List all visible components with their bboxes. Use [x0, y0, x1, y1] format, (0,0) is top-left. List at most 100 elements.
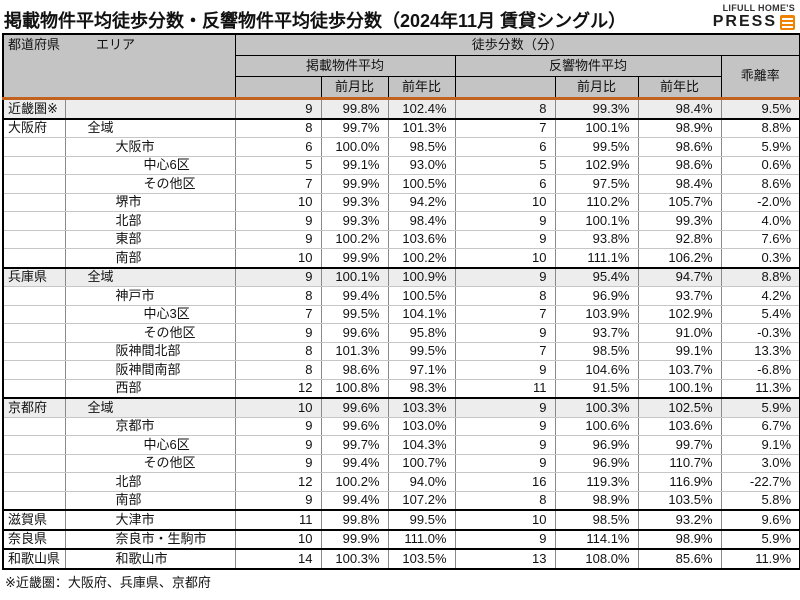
gap-rate-cell: 8.8% — [720, 117, 800, 138]
response-avg-value-cell: 9 — [454, 230, 556, 249]
gap-rate-cell: 8.6% — [720, 174, 800, 194]
listed-avg-value-cell: 8 — [234, 286, 322, 306]
response-mom-cell: 100.6% — [554, 417, 639, 436]
response-avg-value-cell: 9 — [454, 454, 556, 473]
area-cell: 南部 — [64, 248, 236, 268]
response-yoy-cell: 116.9% — [637, 472, 722, 492]
pref-cell — [2, 305, 66, 324]
response-mom-cell: 99.3% — [554, 98, 639, 119]
response-yoy-cell: 106.2% — [637, 248, 722, 268]
response-mom-cell: 100.3% — [554, 397, 639, 418]
pref-cell: 近畿圏※ — [2, 98, 66, 119]
response-yoy-cell: 110.7% — [637, 454, 722, 473]
response-mom-cell: 102.9% — [554, 156, 639, 175]
table-row: 神戸市 8 99.4% 100.5% 8 96.9% 93.7% 4.2% — [2, 286, 800, 306]
gap-rate-cell: 11.9% — [720, 548, 800, 569]
listed-yoy-cell: 99.5% — [387, 342, 456, 361]
listed-mom-cell: 101.3% — [320, 342, 389, 361]
area-cell: 東部 — [64, 230, 236, 249]
walk-minutes-table: 都道府県 エリア 徒歩分数（分） 掲載物件平均 反響物件平均 乖離率 前月比 前年… — [2, 33, 800, 570]
area-cell: 阪神間北部 — [64, 342, 236, 361]
response-yoy-cell: 92.8% — [637, 230, 722, 249]
pref-cell — [2, 193, 66, 212]
response-yoy-cell: 98.4% — [637, 174, 722, 194]
table-row: 南部 10 99.9% 100.2% 10 111.1% 106.2% 0.3% — [2, 248, 800, 268]
listed-yoy-cell: 102.4% — [387, 98, 456, 119]
response-avg-value-cell: 9 — [454, 528, 556, 550]
response-mom-cell: 100.1% — [554, 117, 639, 138]
gap-rate-cell: 0.3% — [720, 248, 800, 268]
listed-mom-cell: 99.3% — [320, 193, 389, 212]
gap-rate-cell: -0.3% — [720, 323, 800, 343]
response-avg-value-cell: 6 — [454, 137, 556, 157]
response-mom-cell: 91.5% — [554, 379, 639, 399]
area-cell: 中心6区 — [64, 435, 236, 455]
gap-rate-cell: 11.3% — [720, 379, 800, 399]
listed-yoy-cell: 104.3% — [387, 435, 456, 455]
listed-yoy-cell: 100.9% — [387, 266, 456, 287]
gap-rate-cell: 8.8% — [720, 266, 800, 287]
response-yoy-cell: 98.4% — [637, 98, 722, 119]
response-avg-value-cell: 10 — [454, 193, 556, 212]
area-cell: 全域 — [64, 266, 236, 287]
pref-cell — [2, 379, 66, 399]
header-area-label: エリア — [96, 37, 136, 52]
listed-avg-value-cell: 9 — [234, 323, 322, 343]
gap-rate-cell: 9.5% — [720, 98, 800, 119]
listed-mom-cell: 99.9% — [320, 528, 389, 550]
table-body: 近畿圏※ 9 99.8% 102.4% 8 99.3% 98.4% 9.5% 大… — [2, 98, 800, 569]
listed-mom-cell: 98.6% — [320, 360, 389, 380]
response-mom-cell: 93.7% — [554, 323, 639, 343]
listed-mom-cell: 99.1% — [320, 156, 389, 175]
listed-mom-cell: 100.2% — [320, 472, 389, 492]
area-cell: その他区 — [64, 174, 236, 194]
table-row: 堺市 10 99.3% 94.2% 10 110.2% 105.7% -2.0% — [2, 193, 800, 212]
response-avg-value-cell: 6 — [454, 174, 556, 194]
response-avg-value-cell: 9 — [454, 211, 556, 231]
response-avg-value-cell: 9 — [454, 266, 556, 287]
listed-mom-cell: 100.2% — [320, 230, 389, 249]
gap-rate-cell: 5.9% — [720, 528, 800, 550]
table-row: 南部 9 99.4% 107.2% 8 98.9% 103.5% 5.8% — [2, 491, 800, 511]
response-yoy-cell: 93.7% — [637, 286, 722, 306]
listed-avg-value-cell: 9 — [234, 266, 322, 287]
response-mom-cell: 100.1% — [554, 211, 639, 231]
response-yoy-cell: 105.7% — [637, 193, 722, 212]
listed-mom-cell: 99.8% — [320, 98, 389, 119]
response-avg-value-cell: 8 — [454, 98, 556, 119]
listed-avg-value-cell: 7 — [234, 174, 322, 194]
gap-rate-cell: 5.9% — [720, 137, 800, 157]
listed-yoy-cell: 101.3% — [387, 117, 456, 138]
pref-cell — [2, 323, 66, 343]
response-yoy-cell: 99.3% — [637, 211, 722, 231]
gap-rate-cell: 13.3% — [720, 342, 800, 361]
response-yoy-cell: 93.2% — [637, 509, 722, 530]
listed-yoy-cell: 94.2% — [387, 193, 456, 212]
header-listed-yoy: 前年比 — [387, 76, 456, 100]
area-cell: 中心3区 — [64, 305, 236, 324]
header-response-mom: 前月比 — [554, 76, 639, 100]
table-row: その他区 9 99.6% 95.8% 9 93.7% 91.0% -0.3% — [2, 323, 800, 343]
response-mom-cell: 103.9% — [554, 305, 639, 324]
page-title: 掲載物件平均徒歩分数・反響物件平均徒歩分数（2024年11月 賃貸シングル） — [4, 11, 627, 31]
area-cell: 京都市 — [64, 417, 236, 436]
response-mom-cell: 114.1% — [554, 528, 639, 550]
listed-yoy-cell: 107.2% — [387, 491, 456, 511]
response-yoy-cell: 102.9% — [637, 305, 722, 324]
pref-cell — [2, 417, 66, 436]
pref-cell: 奈良県 — [2, 528, 66, 550]
pref-cell — [2, 248, 66, 268]
response-mom-cell: 95.4% — [554, 266, 639, 287]
listed-mom-cell: 99.6% — [320, 397, 389, 418]
response-avg-value-cell: 9 — [454, 360, 556, 380]
pref-cell — [2, 491, 66, 511]
listed-avg-value-cell: 5 — [234, 156, 322, 175]
area-cell: 和歌山市 — [64, 548, 236, 569]
listed-yoy-cell: 94.0% — [387, 472, 456, 492]
response-yoy-cell: 91.0% — [637, 323, 722, 343]
area-cell: 中心6区 — [64, 156, 236, 175]
listed-yoy-cell: 100.2% — [387, 248, 456, 268]
table-row: 阪神間南部 8 98.6% 97.1% 9 104.6% 103.7% -6.8… — [2, 360, 800, 380]
pref-cell — [2, 454, 66, 473]
lifull-homes-press-logo: LIFULL HOME'S PRESS — [713, 3, 795, 32]
